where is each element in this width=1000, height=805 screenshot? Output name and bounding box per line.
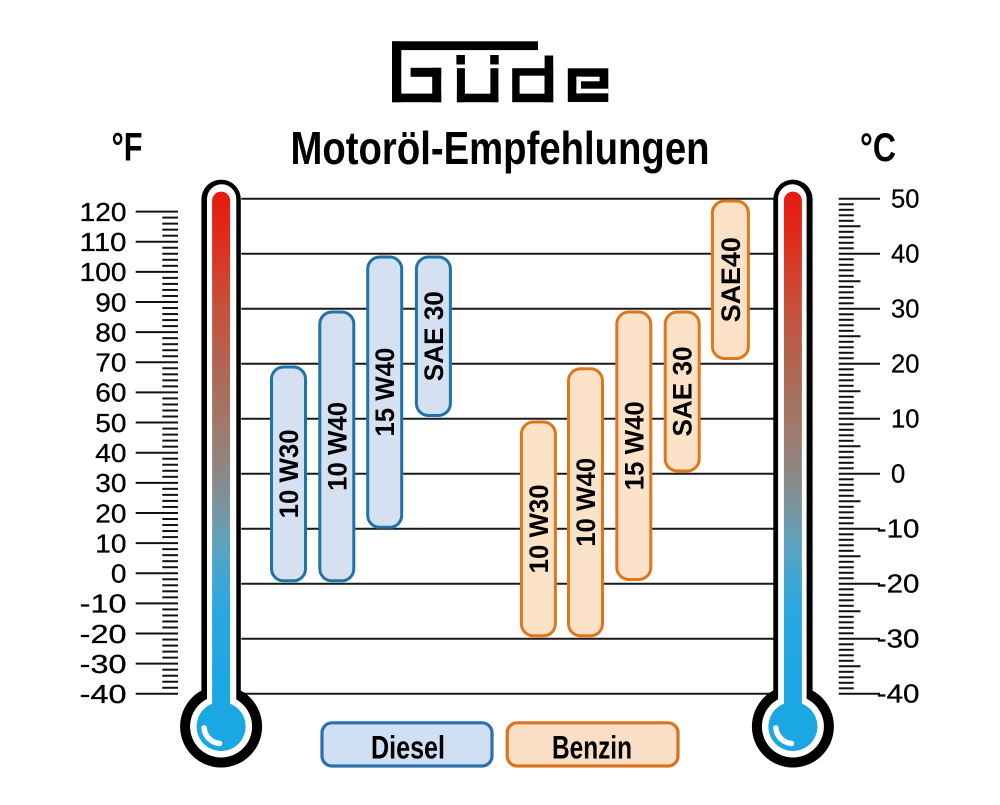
svg-text:10 W40: 10 W40 xyxy=(571,458,601,547)
svg-text:SAE 30: SAE 30 xyxy=(668,347,698,437)
svg-text:90: 90 xyxy=(95,289,126,317)
svg-text:-20: -20 xyxy=(877,570,920,598)
svg-text:-30: -30 xyxy=(80,651,127,679)
svg-text:0: 0 xyxy=(891,460,905,488)
svg-text:20: 20 xyxy=(95,500,126,528)
svg-text:30: 30 xyxy=(891,295,919,323)
svg-text:30: 30 xyxy=(95,470,126,498)
svg-text:110: 110 xyxy=(80,229,127,257)
svg-text:70: 70 xyxy=(95,350,126,378)
svg-text:40: 40 xyxy=(95,440,126,468)
svg-text:Diesel: Diesel xyxy=(371,729,445,765)
svg-text:-20: -20 xyxy=(80,621,127,649)
svg-text:Benzin: Benzin xyxy=(552,729,632,765)
svg-text:SAE 30: SAE 30 xyxy=(419,291,449,381)
svg-text:10: 10 xyxy=(891,405,919,433)
svg-text:40: 40 xyxy=(891,240,919,268)
svg-text:100: 100 xyxy=(80,259,127,287)
svg-text:10 W40: 10 W40 xyxy=(322,402,352,491)
svg-text:-40: -40 xyxy=(80,681,127,709)
svg-text:15 W40: 15 W40 xyxy=(370,348,400,437)
svg-text:0: 0 xyxy=(111,561,127,589)
svg-text:50: 50 xyxy=(95,410,126,438)
svg-text:10: 10 xyxy=(95,530,126,558)
svg-text:15 W40: 15 W40 xyxy=(619,401,649,490)
svg-text:80: 80 xyxy=(95,319,126,347)
svg-text:60: 60 xyxy=(95,380,126,408)
svg-text:°C: °C xyxy=(860,126,896,170)
svg-text:°F: °F xyxy=(112,126,143,170)
svg-text:SAE40: SAE40 xyxy=(716,237,746,322)
svg-text:20: 20 xyxy=(891,350,919,378)
svg-text:Motoröl-Empfehlungen: Motoröl-Empfehlungen xyxy=(291,122,710,174)
svg-text:10 W30: 10 W30 xyxy=(274,429,304,518)
svg-text:10 W30: 10 W30 xyxy=(524,484,554,573)
svg-text:-30: -30 xyxy=(877,625,920,653)
svg-text:-10: -10 xyxy=(877,515,920,543)
svg-text:-10: -10 xyxy=(80,591,127,619)
svg-text:50: 50 xyxy=(891,185,919,213)
svg-text:-40: -40 xyxy=(877,680,920,708)
svg-text:120: 120 xyxy=(80,199,127,227)
